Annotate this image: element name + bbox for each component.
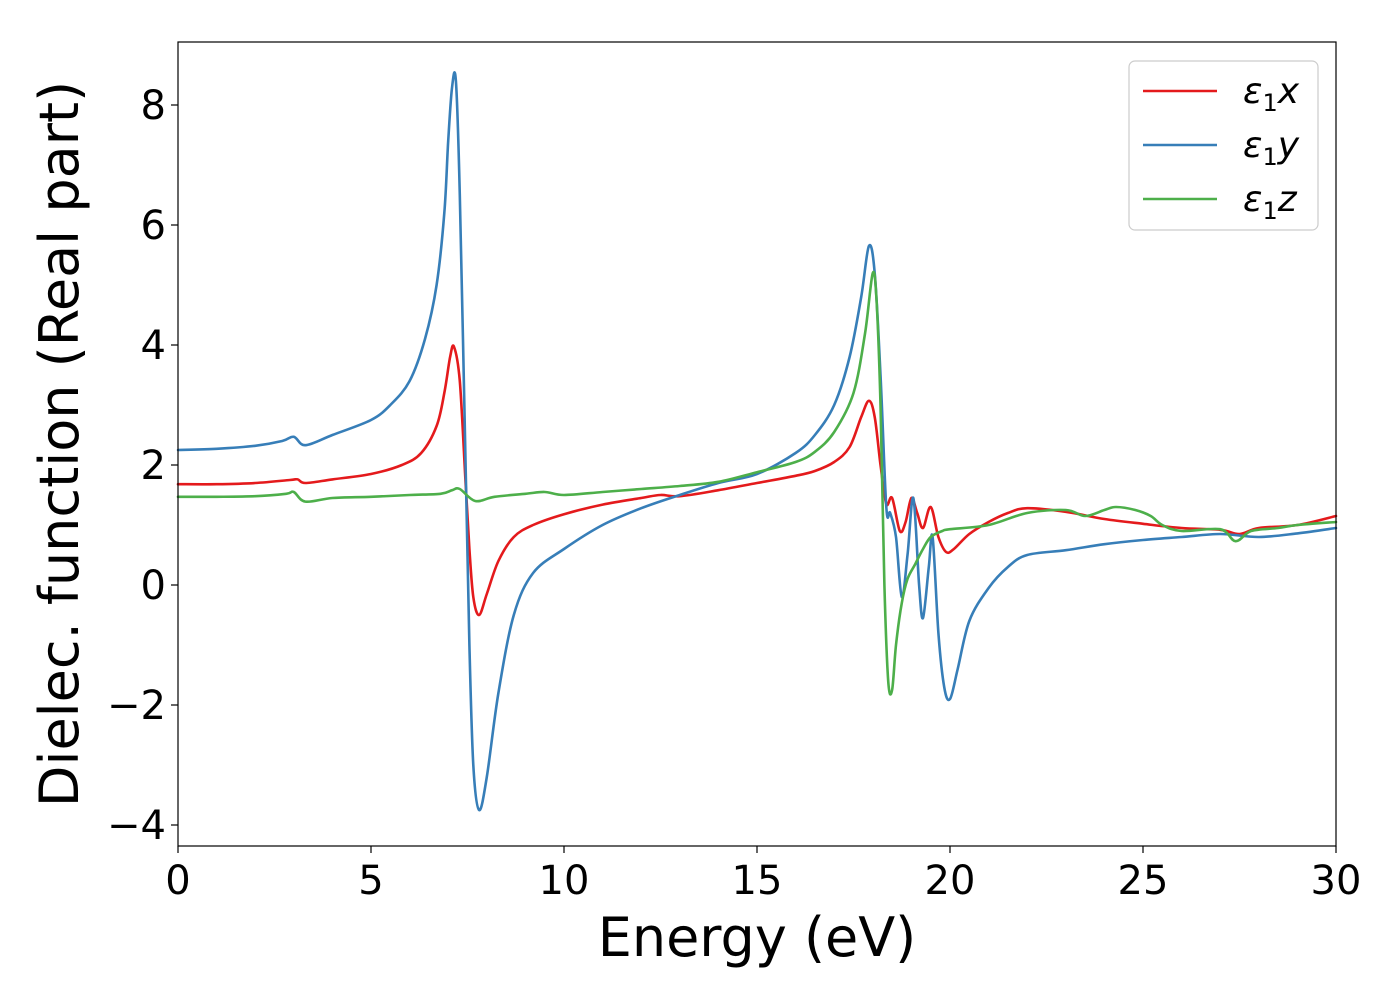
x-tick-label: 25 <box>1118 858 1169 904</box>
x-tick-label: 10 <box>539 858 590 904</box>
x-tick-label: 0 <box>165 858 190 904</box>
y-tick-label: −4 <box>107 803 166 849</box>
legend-label-2: ε1z <box>1243 179 1298 225</box>
x-tick-label: 5 <box>358 858 383 904</box>
legend-subscript: 1 <box>1262 143 1277 171</box>
y-tick-label: 0 <box>141 563 166 609</box>
legend-label-1: ε1y <box>1243 125 1300 171</box>
y-tick-label: 2 <box>141 443 166 489</box>
x-tick-label: 30 <box>1311 858 1362 904</box>
x-tick-label: 15 <box>732 858 783 904</box>
legend-symbol: ε <box>1243 179 1262 220</box>
legend-subscript: 1 <box>1262 89 1277 117</box>
legend-variable: y <box>1277 125 1300 166</box>
series-line-1 <box>176 71 1338 812</box>
y-axis: −4 −2 0 2 4 6 8 <box>107 83 178 849</box>
legend-symbol: ε <box>1243 125 1262 166</box>
legend-box <box>1128 60 1319 231</box>
y-tick-label: 6 <box>141 203 166 249</box>
series-line-0 <box>176 344 1338 617</box>
legend-label-0: ε1x <box>1243 71 1300 117</box>
series-layer <box>176 71 1338 812</box>
legend-subscript: 1 <box>1262 197 1277 225</box>
legend-variable: x <box>1277 71 1300 112</box>
x-axis: 0 5 10 15 20 25 30 <box>165 846 1361 904</box>
y-tick-label: 8 <box>141 83 166 129</box>
y-axis-label: Dielec. function (Real part) <box>28 81 91 807</box>
x-tick-label: 20 <box>925 858 976 904</box>
legend-variable: z <box>1277 179 1298 220</box>
legend-symbol: ε <box>1243 71 1262 112</box>
x-axis-label: Energy (eV) <box>598 906 917 969</box>
y-tick-label: −2 <box>107 683 166 729</box>
y-tick-label: 4 <box>141 323 166 369</box>
series-line-2 <box>176 270 1338 696</box>
